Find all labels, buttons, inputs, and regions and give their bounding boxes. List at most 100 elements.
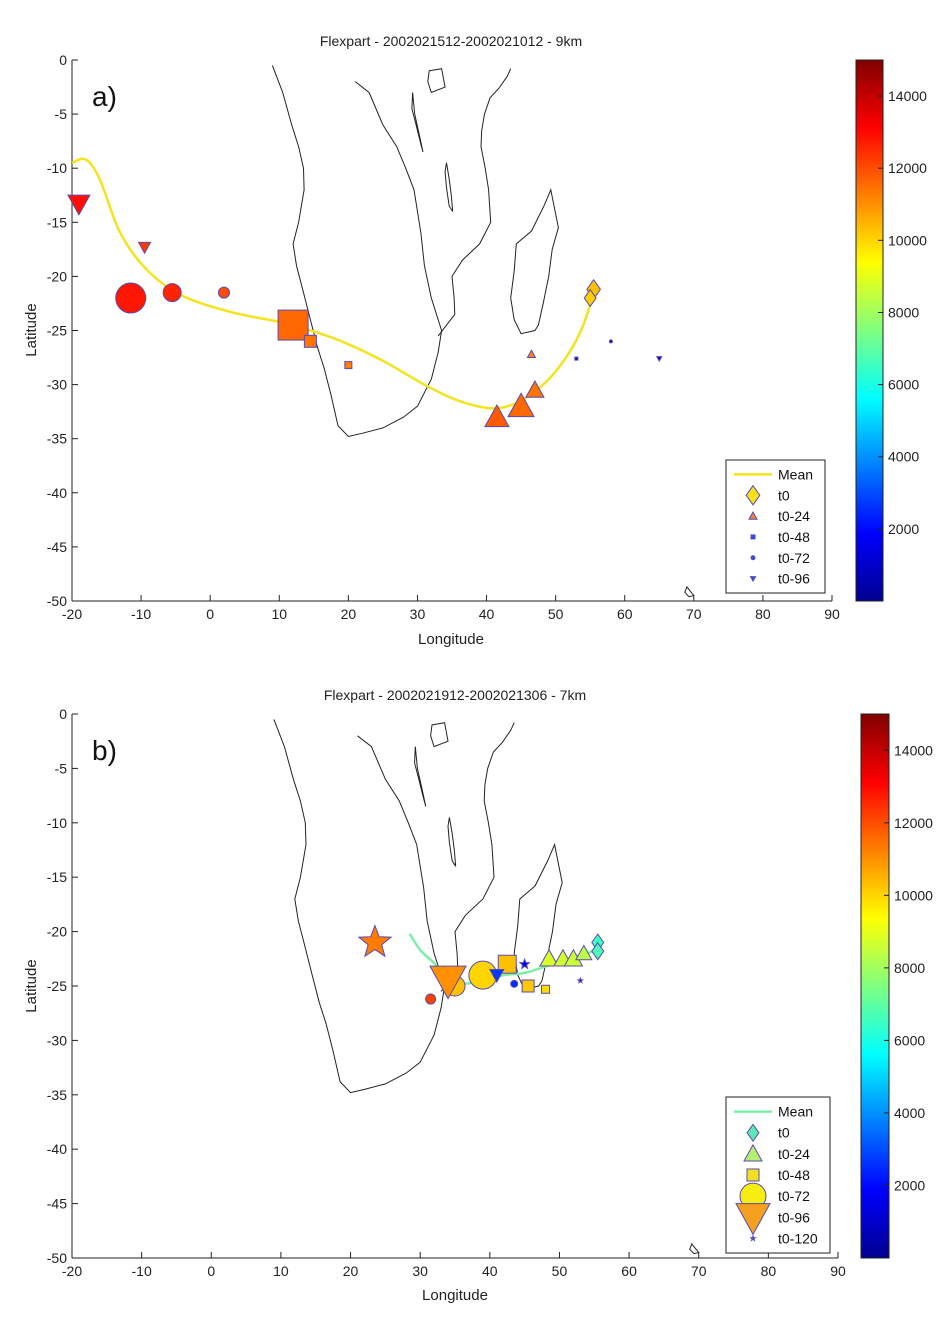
x-tick-label: -10	[131, 606, 151, 622]
legend-marker-t0-48	[746, 1168, 760, 1182]
x-tick-label: 90	[830, 1263, 846, 1279]
x-tick-label: 10	[273, 1263, 289, 1279]
marker-t0-96	[137, 241, 152, 255]
legend-label: Mean	[778, 466, 813, 482]
panel-a-mean-line	[71, 157, 595, 410]
x-tick-label: 50	[548, 606, 564, 622]
x-tick-label: 20	[343, 1263, 359, 1279]
y-tick-label: -45	[47, 539, 67, 555]
colorbar-tick-label: 8000	[888, 304, 919, 320]
colorbar-tick-label: 14000	[888, 88, 927, 104]
lake-outline	[414, 746, 427, 807]
legend-marker-t0	[746, 1123, 760, 1142]
legend-label: t0-48	[778, 1167, 810, 1183]
x-tick-label: 60	[621, 1263, 637, 1279]
colorbar-tick-label: 4000	[888, 449, 919, 465]
panel-a-legend: Mean t0 t0-24 t0-48 t0-72 t0-96	[725, 459, 826, 594]
y-tick-label: -20	[47, 268, 67, 284]
legend-marker-t0-96	[735, 1203, 771, 1236]
colorbar-tick-label: 6000	[888, 377, 919, 393]
marker-t0-96	[429, 965, 467, 1000]
y-tick-label: -40	[47, 1141, 67, 1157]
legend-label: t0	[778, 1125, 790, 1141]
panel-a-colorbar: 2000 4000 6000 8000 10000 12000 14000	[855, 59, 927, 602]
y-tick-label: 0	[59, 706, 67, 722]
marker-t0-96	[67, 194, 91, 216]
lake-outline	[411, 92, 424, 153]
x-tick-label: 30	[412, 1263, 428, 1279]
legend-marker-t0-120	[749, 1234, 757, 1242]
y-tick-label: -50	[47, 593, 67, 609]
island-outline	[689, 1242, 700, 1255]
y-tick-label: -5	[55, 106, 68, 122]
colorbar-gradient	[860, 713, 890, 1259]
coastline-africa-east	[437, 68, 512, 337]
panel-a: Flexpart - 2002021512-2002021012 - 9km a…	[23, 33, 927, 648]
marker-t0-48	[521, 979, 535, 993]
panel-b-markers	[357, 924, 605, 1005]
y-tick-label: -20	[47, 924, 67, 940]
y-tick-label: -35	[47, 1087, 67, 1103]
legend-label: Mean	[778, 1104, 813, 1120]
legend-label: t0-96	[778, 1209, 810, 1225]
x-tick-label: 70	[686, 606, 702, 622]
y-tick-label: 0	[59, 52, 67, 68]
panel-a-label: a)	[92, 81, 117, 112]
legend-marker-t0-24	[748, 511, 758, 520]
colorbar-tick-label: 2000	[894, 1177, 925, 1193]
panel-a-markers	[67, 194, 663, 428]
colorbar-tick-label: 10000	[888, 232, 927, 248]
lake-outline	[447, 817, 457, 867]
marker-t0-72	[115, 282, 147, 314]
x-tick-label: 80	[761, 1263, 777, 1279]
colorbar-tick-label: 6000	[894, 1032, 925, 1048]
panel-b: Flexpart - 2002021912-2002021306 - 7km b…	[23, 687, 933, 1304]
colorbar-tick-label: 8000	[894, 960, 925, 976]
panel-b-ylabel: Latitude	[23, 959, 40, 1012]
y-tick-label: -40	[47, 485, 67, 501]
colorbar-gradient	[855, 59, 884, 602]
marker-t0-48	[574, 356, 579, 361]
panel-b-axes: -20 -10 0 10 20 30 40 50 60 70 80 90 0 -5 -10 -15 -20 -25…	[47, 706, 846, 1279]
x-tick-label: 80	[755, 606, 771, 622]
marker-t0-24	[484, 404, 510, 428]
lake-outline	[430, 722, 449, 748]
legend-label: t0-24	[778, 1146, 810, 1162]
lake-outline	[444, 162, 454, 212]
marker-t0-72	[608, 339, 613, 344]
y-tick-label: -15	[47, 869, 67, 885]
legend-marker-t0-72	[750, 555, 756, 561]
legend-label: t0-48	[778, 529, 810, 545]
marker-t0-120	[576, 976, 585, 984]
mean-trajectory-line	[71, 157, 595, 410]
coastline-africa-west	[271, 65, 443, 438]
y-tick-label: -10	[47, 815, 67, 831]
island-outline	[684, 585, 695, 598]
legend-label: t0	[778, 487, 790, 503]
x-tick-label: 20	[341, 606, 357, 622]
colorbar-tick-label: 12000	[894, 815, 933, 831]
panel-b-legend: Mean t0 t0-24 t0-48 t0-72 t0-96 t0-120	[725, 1096, 831, 1254]
legend-label: t0-72	[778, 550, 810, 566]
legend-label: t0-120	[778, 1230, 818, 1246]
marker-t0-24	[526, 349, 537, 359]
y-tick-label: -30	[47, 377, 67, 393]
x-tick-label: 90	[824, 606, 840, 622]
x-tick-label: 40	[482, 1263, 498, 1279]
marker-t0-24	[539, 948, 559, 967]
colorbar-tick-label: 10000	[894, 887, 933, 903]
y-tick-label: -10	[47, 160, 67, 176]
x-tick-label: 50	[552, 1263, 568, 1279]
x-tick-label: -20	[62, 606, 82, 622]
colorbar-tick-label: 14000	[894, 742, 933, 758]
x-tick-label: 10	[271, 606, 287, 622]
marker-t0-24	[507, 392, 535, 418]
legend-label: t0-72	[778, 1188, 810, 1204]
lake-outline	[427, 68, 446, 94]
panel-a-axes: -20 -10 0 10 20 30 40 50 60 70 80 90 0 -5 -10 -15 -20 -25…	[47, 52, 840, 622]
marker-t0-96	[655, 356, 663, 363]
y-tick-label: -30	[47, 1032, 67, 1048]
marker-t0-72	[162, 283, 182, 303]
y-tick-label: -15	[47, 214, 67, 230]
legend-label: t0-96	[778, 571, 810, 587]
